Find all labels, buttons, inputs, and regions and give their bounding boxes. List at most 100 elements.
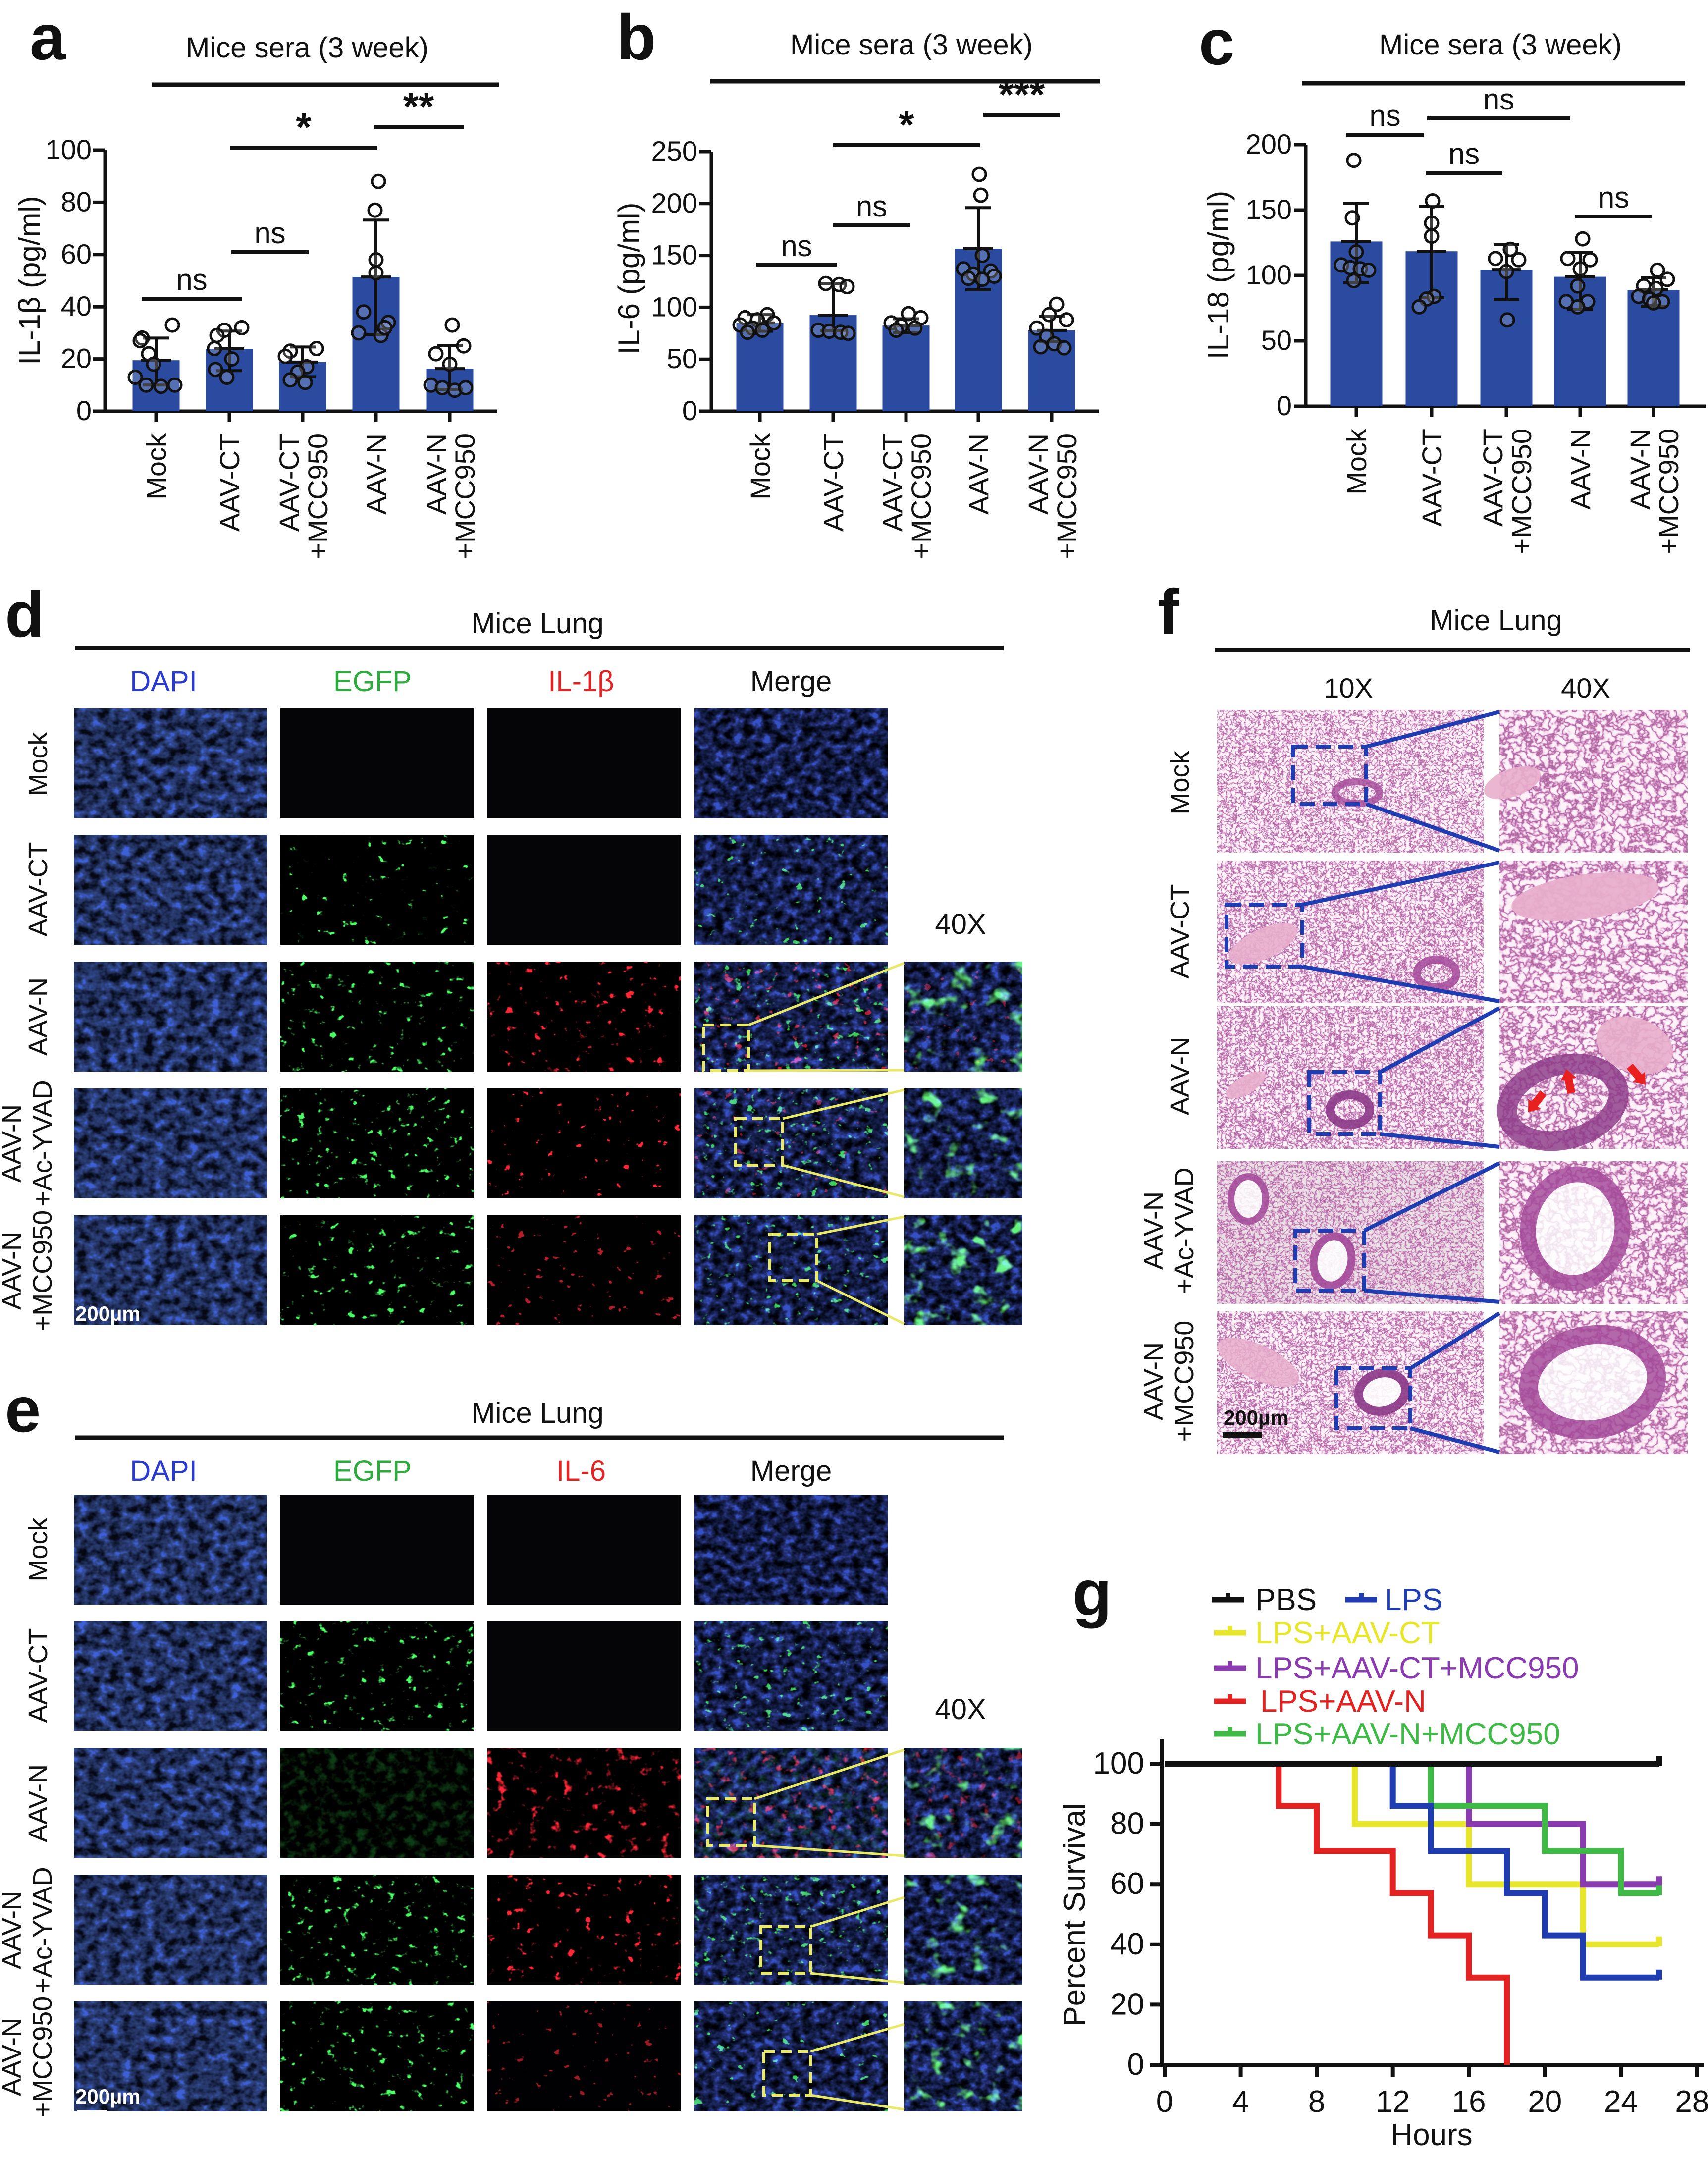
svg-text:Merge: Merge [750, 665, 832, 698]
svg-text:50: 50 [667, 343, 697, 374]
svg-text:+MCC950: +MCC950 [1506, 429, 1537, 554]
svg-text:150: 150 [651, 239, 697, 270]
svg-text:Percent Survival: Percent Survival [1058, 1803, 1092, 2026]
svg-text:ns: ns [1598, 181, 1629, 214]
svg-text:LPS+AAV-N: LPS+AAV-N [1260, 1684, 1426, 1719]
svg-text:0: 0 [1127, 2048, 1144, 2082]
svg-text:Mice Lung: Mice Lung [471, 1397, 604, 1429]
svg-text:ns: ns [1369, 99, 1400, 132]
svg-text:AAV-CT: AAV-CT [1416, 429, 1447, 527]
svg-text:+Ac-YVAD: +Ac-YVAD [1170, 1167, 1199, 1294]
svg-text:IL-1β: IL-1β [548, 665, 614, 698]
svg-text:c: c [1199, 6, 1234, 78]
svg-text:AAV-N: AAV-N [0, 2018, 27, 2096]
svg-text:150: 150 [1246, 194, 1292, 225]
svg-text:100: 100 [1093, 1746, 1144, 1781]
svg-text:28: 28 [1675, 2085, 1708, 2119]
svg-text:AAV-N: AAV-N [1565, 429, 1596, 510]
svg-text:LPS+AAV-CT: LPS+AAV-CT [1255, 1616, 1440, 1650]
svg-text:ns: ns [781, 229, 812, 263]
svg-text:AAV-N: AAV-N [1139, 1191, 1169, 1270]
svg-text:Mice sera (3 week): Mice sera (3 week) [790, 29, 1033, 61]
svg-text:AAV-CT: AAV-CT [23, 1628, 53, 1723]
svg-text:g: g [1072, 1557, 1112, 1629]
svg-text:ns: ns [176, 263, 207, 296]
svg-text:AAV-CT: AAV-CT [214, 433, 245, 532]
svg-text:Mock: Mock [23, 1517, 53, 1581]
svg-text:+MCC950: +MCC950 [302, 433, 333, 559]
svg-text:+MCC950: +MCC950 [28, 1210, 57, 1332]
svg-text:20: 20 [1528, 2085, 1562, 2119]
svg-text:IL-18 (pg/ml): IL-18 (pg/ml) [1202, 191, 1235, 359]
svg-text:IL-1β (pg/ml): IL-1β (pg/ml) [13, 196, 46, 365]
svg-text:LPS: LPS [1385, 1583, 1442, 1617]
svg-text:*: * [296, 105, 312, 149]
svg-text:+MCC950: +MCC950 [906, 433, 937, 559]
svg-text:AAV-N: AAV-N [963, 433, 994, 515]
svg-text:40: 40 [1110, 1927, 1144, 1961]
svg-text:AAV-N: AAV-N [1022, 433, 1054, 515]
svg-text:16: 16 [1452, 2085, 1486, 2119]
svg-text:AAV-CT: AAV-CT [273, 433, 305, 532]
svg-text:d: d [5, 578, 44, 650]
svg-text:AAV-N: AAV-N [0, 1104, 27, 1183]
svg-text:200µm: 200µm [1224, 1406, 1289, 1429]
svg-text:+Ac-YVAD: +Ac-YVAD [28, 1867, 57, 1994]
svg-text:***: *** [999, 72, 1045, 116]
svg-text:Mice sera (3 week): Mice sera (3 week) [1379, 29, 1622, 61]
svg-text:200µm: 200µm [75, 1302, 141, 1325]
svg-text:AAV-N: AAV-N [23, 1764, 53, 1842]
svg-text:0: 0 [76, 395, 92, 426]
svg-text:Merge: Merge [750, 1455, 832, 1487]
svg-text:+MCC950: +MCC950 [1051, 433, 1082, 559]
svg-text:200: 200 [1246, 128, 1292, 160]
svg-text:0: 0 [682, 395, 697, 426]
svg-text:40X: 40X [935, 908, 986, 940]
svg-text:250: 250 [651, 135, 697, 166]
svg-text:AAV-N: AAV-N [361, 433, 392, 515]
svg-text:DAPI: DAPI [130, 1455, 197, 1487]
svg-text:Mock: Mock [1341, 428, 1372, 495]
svg-text:0: 0 [1156, 2085, 1173, 2119]
svg-text:100: 100 [1246, 259, 1292, 290]
svg-text:50: 50 [1261, 324, 1292, 356]
svg-text:AAV-N: AAV-N [1139, 1342, 1169, 1420]
svg-text:24: 24 [1604, 2085, 1638, 2119]
svg-text:8: 8 [1308, 2085, 1325, 2119]
svg-text:+Ac-YVAD: +Ac-YVAD [28, 1080, 57, 1207]
svg-text:40: 40 [61, 290, 92, 322]
svg-text:Hours: Hours [1390, 2118, 1472, 2152]
svg-text:Mock: Mock [1165, 750, 1195, 814]
svg-text:ns: ns [1483, 83, 1514, 116]
svg-text:4: 4 [1232, 2085, 1249, 2119]
svg-text:ns: ns [856, 190, 887, 223]
svg-text:60: 60 [1110, 1867, 1144, 1901]
svg-text:0: 0 [1277, 390, 1292, 421]
svg-text:AAV-N: AAV-N [0, 1891, 27, 1969]
svg-text:IL-6: IL-6 [556, 1455, 606, 1487]
svg-text:AAV-CT: AAV-CT [1477, 429, 1508, 527]
svg-text:+MCC950: +MCC950 [28, 1997, 57, 2118]
svg-text:EGFP: EGFP [333, 1455, 412, 1487]
svg-text:60: 60 [61, 238, 92, 270]
svg-text:ns: ns [254, 216, 285, 250]
svg-text:AAV-CT: AAV-CT [23, 842, 53, 936]
svg-text:Mice Lung: Mice Lung [471, 607, 604, 640]
svg-text:EGFP: EGFP [333, 665, 412, 698]
svg-text:AAV-N: AAV-N [421, 433, 452, 515]
svg-text:20: 20 [1110, 1987, 1144, 2021]
svg-text:100: 100 [651, 291, 697, 322]
svg-text:PBS: PBS [1255, 1583, 1317, 1617]
svg-text:40X: 40X [1561, 672, 1610, 703]
svg-text:*: * [899, 103, 914, 147]
svg-text:a: a [30, 1, 66, 73]
svg-text:+MCC950: +MCC950 [1653, 429, 1684, 554]
svg-text:Mock: Mock [23, 731, 53, 796]
svg-text:e: e [5, 1373, 41, 1446]
svg-text:IL-6 (pg/ml): IL-6 (pg/ml) [612, 203, 645, 355]
svg-text:AAV-N: AAV-N [1624, 429, 1655, 510]
svg-text:10X: 10X [1324, 672, 1373, 703]
svg-text:+MCC950: +MCC950 [449, 433, 480, 559]
svg-text:80: 80 [1110, 1807, 1144, 1841]
svg-text:AAV-N: AAV-N [23, 977, 53, 1056]
